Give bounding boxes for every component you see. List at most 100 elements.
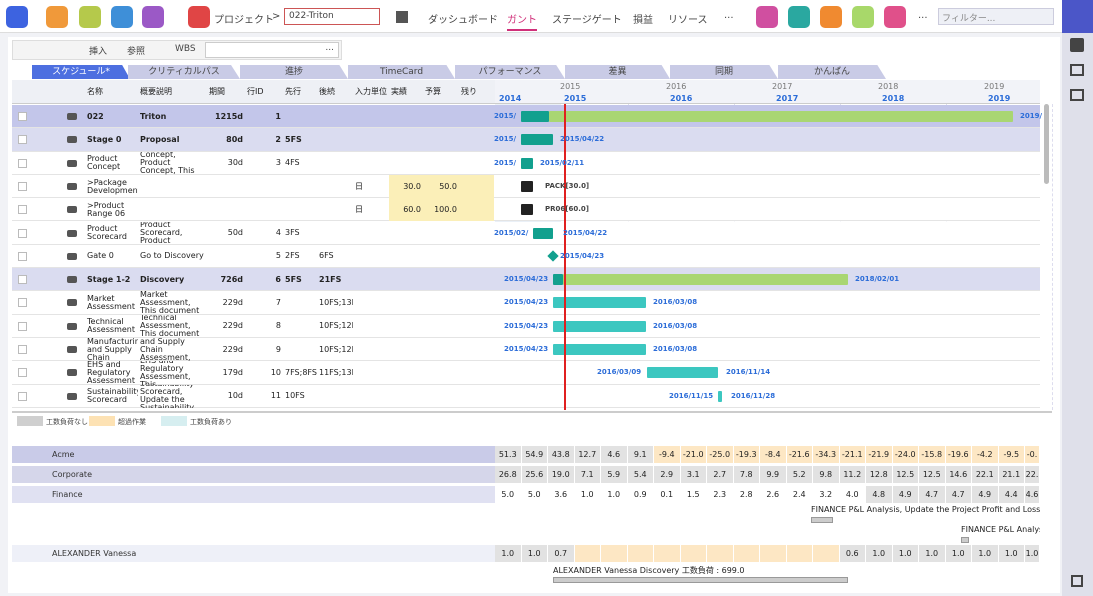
checkbox[interactable]	[18, 321, 27, 331]
view-tab[interactable]: 同期	[670, 65, 778, 79]
grid-cell: >Product Range 06	[87, 200, 126, 218]
checkbox[interactable]	[18, 112, 27, 121]
resource-cell	[654, 545, 681, 562]
reference[interactable]: 参照	[127, 47, 146, 57]
resource-cell: 4.7	[945, 486, 972, 503]
view-tab[interactable]: クリティカルパス	[128, 65, 240, 79]
grid-cell: 2	[275, 134, 281, 144]
wbs-input[interactable]: ...	[205, 42, 339, 58]
checkbox[interactable]	[18, 205, 27, 215]
resource-cell: 2.9	[654, 466, 681, 483]
nav-tab[interactable]: ダッシュボード	[428, 15, 498, 26]
view-tab[interactable]: 差異	[565, 65, 670, 79]
year-top: 2015	[560, 82, 581, 91]
map-icon[interactable]	[788, 6, 810, 28]
grid-cell	[353, 361, 389, 384]
more[interactable]: ...	[724, 10, 734, 21]
gantt-bar	[563, 274, 848, 286]
resource-cell: 1.0	[919, 545, 946, 562]
view-tab[interactable]: パフォーマンス	[455, 65, 565, 79]
grid-cell	[389, 245, 423, 268]
filter[interactable]: フィルター...	[938, 8, 1054, 25]
nav-tab[interactable]: 損益	[633, 15, 653, 26]
checkbox[interactable]	[18, 135, 27, 145]
resource-cell: 4.4	[998, 486, 1025, 503]
resource-row	[12, 486, 495, 503]
gantt-bar	[521, 134, 553, 146]
insert[interactable]: 挿入	[89, 47, 108, 57]
nav-tab[interactable]: ステージゲート	[552, 15, 622, 26]
grid-cell	[423, 338, 459, 361]
note-icon[interactable]	[1070, 89, 1084, 101]
search-icon[interactable]	[6, 6, 28, 28]
resource-cell: 1.0	[1025, 545, 1040, 562]
resource-note: FINANCE P&L Analysis	[961, 525, 1040, 534]
row-icon	[67, 136, 77, 144]
resource-cell	[574, 545, 601, 562]
grid-cell: 日	[355, 181, 363, 191]
fullscreen-icon[interactable]	[1071, 575, 1083, 587]
grid-cell: Sustainability Scorecard	[87, 387, 138, 405]
grid-cell: 30.0	[389, 174, 423, 199]
checkbox[interactable]	[18, 368, 27, 378]
toolbar: プロジェクト > 022-Triton ... ... フィルター...	[0, 0, 1062, 33]
grid-cell	[389, 291, 423, 314]
group-icon[interactable]	[142, 6, 164, 28]
scrollbar	[1044, 104, 1049, 184]
theme-toggle[interactable]	[1062, 0, 1093, 33]
save-icon[interactable]	[1070, 38, 1084, 52]
year-bottom: 2018	[882, 94, 905, 103]
cube-icon[interactable]	[756, 6, 778, 28]
gantt-label: 2016/03/08	[653, 298, 698, 307]
resource-cell: 3.1	[680, 466, 707, 483]
home-icon[interactable]	[46, 6, 68, 28]
view-tab[interactable]: 進捗	[240, 65, 348, 79]
project-select[interactable]: 022-Triton	[284, 8, 380, 25]
checkbox[interactable]	[18, 158, 27, 168]
view-tab[interactable]: かんばん	[778, 65, 886, 79]
checkbox[interactable]	[18, 391, 27, 401]
grid-cell	[245, 198, 283, 221]
resource-name: Finance	[52, 490, 83, 499]
grid-cell	[138, 175, 207, 198]
gantt-label: 2015/02/	[494, 228, 529, 237]
year-line	[1052, 104, 1053, 410]
checkbox[interactable]	[18, 298, 27, 308]
checkbox[interactable]	[18, 251, 27, 261]
bulb-icon[interactable]	[852, 6, 874, 28]
grid-cell	[459, 152, 494, 175]
inbox-icon[interactable]	[79, 6, 101, 28]
grid-cell: 1215d	[215, 111, 243, 121]
grid-cell	[423, 152, 459, 175]
nav-tab[interactable]: ガント	[507, 11, 537, 31]
more-right[interactable]: ...	[918, 10, 928, 21]
note-bar	[553, 577, 848, 583]
resource-cell	[680, 545, 707, 562]
resource-cell: -9.5	[998, 446, 1025, 463]
grid-icon[interactable]	[396, 11, 408, 23]
grid-cell	[207, 175, 245, 198]
grid-cell: 100.0	[423, 198, 459, 222]
grid-cell	[459, 105, 494, 128]
breadcrumb[interactable]: プロジェクト	[214, 15, 274, 26]
grid-cell	[317, 222, 353, 245]
grid-cell: Sustainability Scorecard, Update the Sus…	[140, 385, 195, 408]
resource-cell: 21.1	[998, 466, 1025, 483]
view-tab[interactable]: スケジュール*	[32, 65, 130, 79]
checkbox[interactable]	[18, 228, 27, 238]
people-icon[interactable]	[820, 6, 842, 28]
grid-row	[12, 384, 1040, 408]
view-tab[interactable]: TimeCard	[348, 65, 455, 79]
nav-tab[interactable]: リソース	[668, 15, 708, 26]
checkbox[interactable]	[18, 181, 27, 191]
resource-cell: 5.9	[601, 466, 628, 483]
folder-icon[interactable]	[188, 6, 210, 28]
checkbox[interactable]	[18, 345, 27, 354]
checkbox[interactable]	[18, 275, 27, 285]
wbs[interactable]: WBS	[175, 44, 196, 54]
grid-cell: 4	[275, 228, 281, 238]
book-icon[interactable]	[1070, 64, 1084, 76]
case-icon[interactable]	[111, 6, 133, 28]
gear-icon[interactable]	[884, 6, 906, 28]
